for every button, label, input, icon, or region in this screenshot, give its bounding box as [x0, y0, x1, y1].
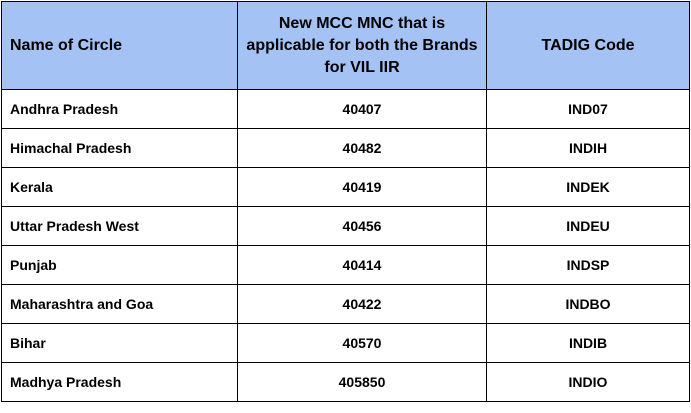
header-name-of-circle: Name of Circle [1, 1, 238, 90]
circle-name-cell: Uttar Pradesh West [1, 206, 238, 246]
header-mcc-mnc: New MCC MNC that is applicable for both … [237, 1, 487, 90]
mcc-mnc-cell: 40482 [237, 128, 487, 168]
tadig-code-cell: INDEU [486, 206, 690, 246]
circle-code-table: Name of Circle New MCC MNC that is appli… [1, 1, 690, 402]
table-row: Uttar Pradesh West 40456 INDEU [1, 206, 690, 246]
mcc-mnc-cell: 40456 [237, 206, 487, 246]
circle-name-cell: Maharashtra and Goa [1, 284, 238, 324]
table-row: Madhya Pradesh 405850 INDIO [1, 362, 690, 402]
mcc-mnc-cell: 40419 [237, 167, 487, 207]
circle-name-cell: Kerala [1, 167, 238, 207]
mcc-mnc-cell: 40422 [237, 284, 487, 324]
table-row: Maharashtra and Goa 40422 INDBO [1, 284, 690, 324]
tadig-code-cell: INDIH [486, 128, 690, 168]
circle-name-cell: Andhra Pradesh [1, 89, 238, 129]
header-tadig-code: TADIG Code [486, 1, 690, 90]
tadig-code-cell: IND07 [486, 89, 690, 129]
tadig-code-cell: INDIB [486, 323, 690, 363]
mcc-mnc-cell: 40407 [237, 89, 487, 129]
circle-name-cell: Madhya Pradesh [1, 362, 238, 402]
mcc-mnc-cell: 405850 [237, 362, 487, 402]
table-row: Kerala 40419 INDEK [1, 167, 690, 207]
header-row: Name of Circle New MCC MNC that is appli… [1, 1, 690, 90]
table-row: Bihar 40570 INDIB [1, 323, 690, 363]
tadig-code-cell: INDEK [486, 167, 690, 207]
mcc-mnc-cell: 40570 [237, 323, 487, 363]
mcc-mnc-cell: 40414 [237, 245, 487, 285]
table-row: Himachal Pradesh 40482 INDIH [1, 128, 690, 168]
circle-name-cell: Punjab [1, 245, 238, 285]
tadig-code-cell: INDIO [486, 362, 690, 402]
table-row: Punjab 40414 INDSP [1, 245, 690, 285]
table-row: Andhra Pradesh 40407 IND07 [1, 89, 690, 129]
circle-name-cell: Himachal Pradesh [1, 128, 238, 168]
tadig-code-cell: INDBO [486, 284, 690, 324]
tadig-code-cell: INDSP [486, 245, 690, 285]
circle-name-cell: Bihar [1, 323, 238, 363]
